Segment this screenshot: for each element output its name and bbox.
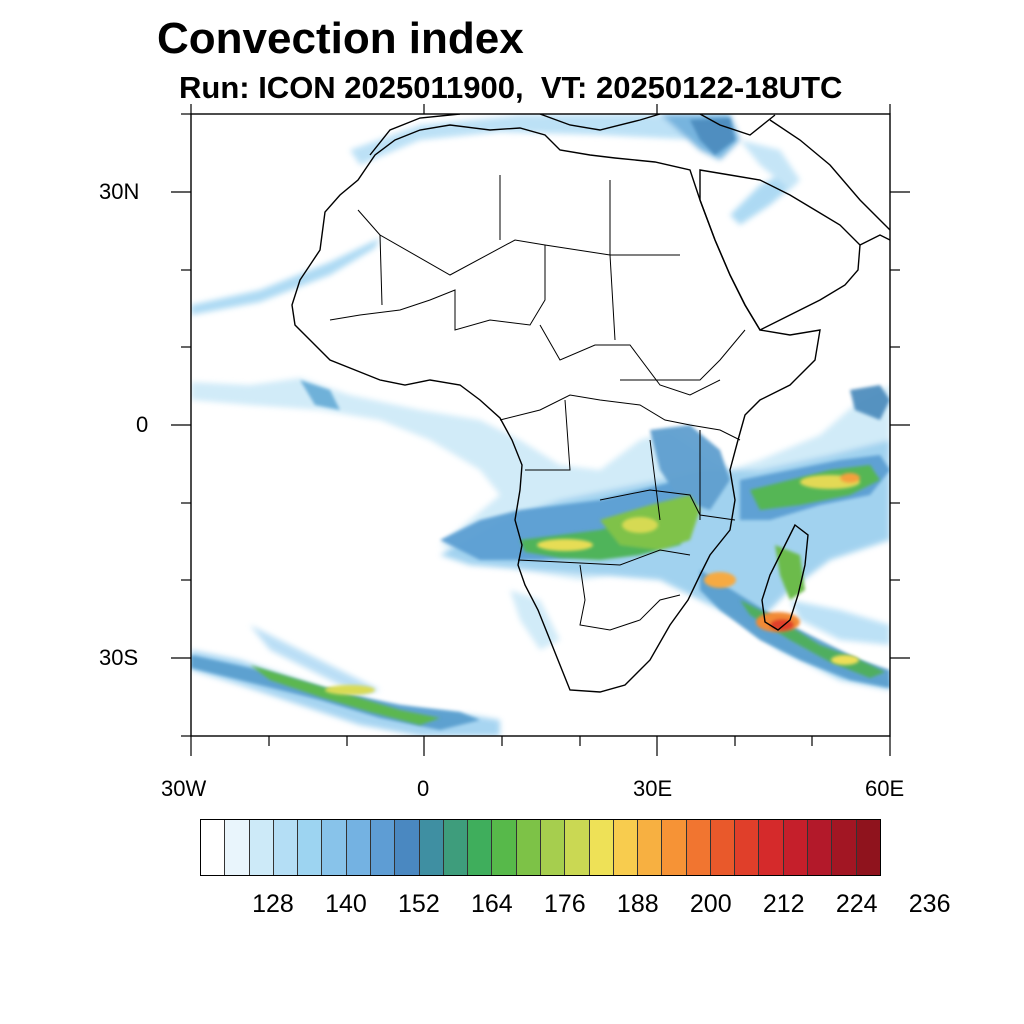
lon-label-0: 0 — [417, 776, 430, 801]
field-patch — [650, 425, 730, 510]
madagascar-coast — [761, 523, 809, 631]
colorbar-swatch — [468, 820, 493, 875]
oman-coast — [859, 234, 890, 246]
tick-marks — [171, 104, 910, 756]
colorbar-swatch — [370, 820, 396, 875]
colorbar-label: 236 — [908, 890, 951, 918]
field-patch — [250, 665, 440, 725]
colorbar-swatch — [249, 820, 274, 875]
lat-label-0: 0 — [136, 412, 149, 437]
lat-label-30n: 30N — [99, 179, 140, 204]
colorbar-swatch — [589, 820, 614, 875]
map-canvas — [171, 104, 910, 756]
field-patch — [704, 572, 736, 588]
colorbar-swatch — [783, 820, 809, 875]
colorbar-swatch — [540, 820, 566, 875]
colorbar-swatch — [759, 820, 784, 875]
field-patch — [831, 655, 859, 665]
border-lines — [517, 549, 691, 631]
colorbar-swatch — [638, 820, 663, 875]
colorbar-swatch — [686, 820, 711, 875]
border-lines — [499, 394, 741, 521]
colorbar-swatch — [225, 820, 250, 875]
colorbar-label: 140 — [325, 890, 367, 918]
colorbar-swatch — [201, 820, 226, 875]
colorbar-swatch — [322, 820, 347, 875]
colorbar-label: 200 — [689, 890, 732, 918]
europe-coast — [369, 114, 776, 156]
border-lines — [329, 245, 721, 396]
border-lines — [357, 175, 680, 341]
colorbar-swatch — [613, 820, 639, 875]
colorbar — [200, 819, 881, 876]
colorbar-label: 176 — [543, 890, 586, 918]
field-patch — [191, 238, 380, 315]
colorbar-swatch — [832, 820, 857, 875]
border-lines — [649, 430, 701, 521]
map-title: Convection index — [157, 14, 524, 63]
colorbar-swatch — [565, 820, 590, 875]
persia-coast — [769, 119, 890, 231]
colorbar-swatch — [808, 820, 833, 875]
colorbar-swatch — [273, 820, 299, 875]
colorbar-swatch — [419, 820, 444, 875]
lon-label-30w: 30W — [161, 776, 207, 801]
convection-field — [191, 114, 890, 736]
colorbar-swatch — [735, 820, 760, 875]
colorbar-swatch — [856, 820, 880, 875]
field-patch — [622, 517, 658, 533]
borders — [329, 175, 746, 631]
africa-coast — [291, 124, 821, 693]
field-patch — [790, 600, 890, 645]
colorbar-swatch — [662, 820, 687, 875]
field-patch — [300, 380, 340, 410]
lon-label-30e: 30E — [633, 776, 673, 801]
colorbar-swatch — [516, 820, 541, 875]
field-patch — [350, 114, 730, 165]
colorbar-label: 128 — [252, 890, 294, 918]
colorbar-label: 164 — [470, 890, 513, 918]
colorbar-label: 152 — [398, 890, 440, 918]
field-patch — [690, 118, 735, 155]
border-lines — [620, 329, 746, 381]
field-patch — [850, 385, 890, 420]
field-patch — [840, 473, 860, 483]
field-patch — [770, 619, 794, 631]
map-subtitle: Run: ICON 2025011900, VT: 20250122-18UTC — [179, 70, 843, 105]
field-patch — [775, 545, 805, 600]
colorbar-label: 188 — [616, 890, 659, 918]
colorbar-swatch — [298, 820, 323, 875]
lon-label-60e: 60E — [865, 776, 905, 801]
field-patch — [740, 140, 800, 190]
field-patch — [537, 539, 593, 551]
field-patch — [325, 685, 375, 695]
field-patch — [510, 590, 560, 650]
colorbar-swatch — [395, 820, 420, 875]
colorbar-swatch — [346, 820, 371, 875]
arabia-coast — [699, 169, 861, 331]
coastlines — [291, 114, 890, 693]
colorbar-label: 224 — [835, 890, 878, 918]
colorbar-swatch — [443, 820, 469, 875]
colorbar-label: 212 — [762, 890, 805, 918]
colorbar-swatch — [710, 820, 736, 875]
lat-label-30s: 30S — [99, 645, 139, 670]
colorbar-swatch — [492, 820, 517, 875]
field-patch — [250, 625, 380, 695]
